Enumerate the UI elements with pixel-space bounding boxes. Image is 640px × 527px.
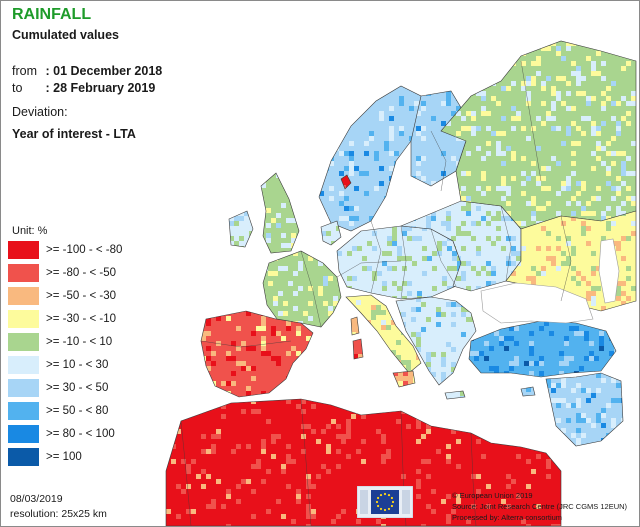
- legend-swatch: [8, 287, 39, 305]
- map-subtitle: Cumulated values: [12, 28, 119, 42]
- legend-label: >= -30 - < -10: [46, 313, 116, 325]
- region-sicily: [393, 371, 415, 387]
- legend-swatch: [8, 402, 39, 420]
- legend-label: >= 50 - < 80: [46, 405, 109, 417]
- legend-label: >= 80 - < 100: [46, 428, 115, 440]
- legend-item: >= 100: [8, 448, 198, 467]
- region-turkey: [469, 321, 616, 377]
- legend-label: >= 30 - < 50: [46, 382, 109, 394]
- period-to: to : 28 February 2019: [12, 81, 155, 95]
- legend-swatch: [8, 333, 39, 351]
- region-crete: [445, 391, 465, 399]
- region-corsica: [351, 317, 359, 335]
- eu-flag-logo: [357, 486, 413, 518]
- credit-copyright: © European Union 2019: [452, 491, 533, 500]
- region-ireland: [229, 211, 253, 247]
- period-from: from : 01 December 2018: [12, 64, 162, 78]
- deviation-value: Year of interest - LTA: [12, 127, 136, 141]
- legend-label: >= -50 - < -30: [46, 290, 116, 302]
- legend-item: >= -50 - < -30: [8, 287, 198, 306]
- legend-swatch: [8, 379, 39, 397]
- legend-item: >= 30 - < 50: [8, 379, 198, 398]
- legend-label: >= 100: [46, 451, 82, 463]
- legend-item: >= -30 - < -10: [8, 310, 198, 329]
- legend-swatch: [8, 425, 39, 443]
- from-label: from: [12, 64, 37, 78]
- deviation-label: Deviation:: [12, 105, 68, 119]
- map-date: 08/03/2019: [10, 493, 63, 505]
- legend-item: >= -80 - < -50: [8, 264, 198, 283]
- legend-swatch: [8, 264, 39, 282]
- from-value: : 01 December 2018: [45, 64, 163, 78]
- region-russia-north: [441, 41, 636, 229]
- legend-item: >= 80 - < 100: [8, 425, 198, 444]
- credit-processed: Processed by: Alterra consortium: [452, 513, 563, 522]
- legend-swatch: [8, 448, 39, 466]
- region-middle-east: [546, 373, 623, 446]
- region-central-europe: [337, 226, 461, 299]
- region-finland-karelia: [411, 91, 466, 186]
- legend-label: >= -100 - < -80: [46, 244, 123, 256]
- legend-swatch: [8, 241, 39, 259]
- legend-swatch: [8, 356, 39, 374]
- legend-label: >= -10 - < 10: [46, 336, 113, 348]
- to-label: to: [12, 81, 23, 95]
- map-resolution: resolution: 25x25 km: [10, 508, 107, 520]
- credit-source: Source: Joint Research Centre (JRC CGMS …: [452, 502, 628, 511]
- map-title: RAINFALL: [12, 6, 92, 23]
- water-black-sea: [480, 282, 594, 324]
- legend-label: >= -80 - < -50: [46, 267, 116, 279]
- region-sardinia: [353, 339, 363, 359]
- legend-label: >= 10 - < 30: [46, 359, 109, 371]
- water-caspian: [598, 238, 620, 304]
- to-value: : 28 February 2019: [45, 81, 156, 95]
- legend-item: >= -100 - < -80: [8, 241, 198, 260]
- legend-item: >= 50 - < 80: [8, 402, 198, 421]
- legend-unit: Unit: %: [12, 225, 48, 237]
- legend-swatch: [8, 310, 39, 328]
- legend-item: >= 10 - < 30: [8, 356, 198, 375]
- region-cyprus: [521, 387, 535, 396]
- legend-item: >= -10 - < 10: [8, 333, 198, 352]
